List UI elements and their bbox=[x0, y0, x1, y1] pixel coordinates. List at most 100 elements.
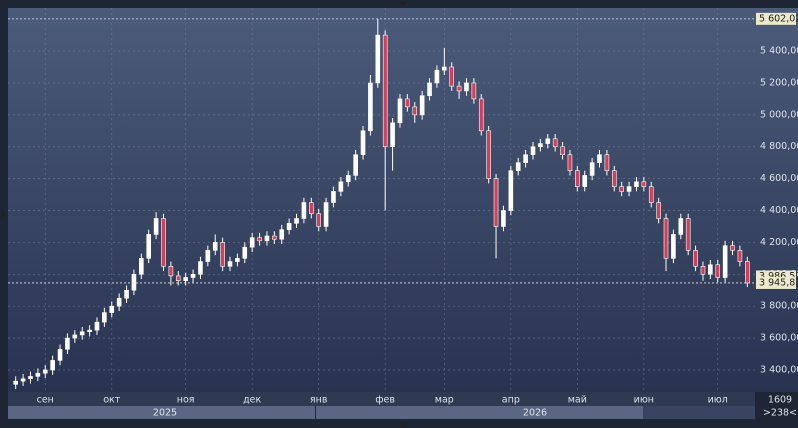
candle-body bbox=[331, 191, 336, 203]
y-tick-label: 3 800,00 bbox=[760, 301, 798, 312]
candle-body bbox=[257, 237, 262, 242]
candle-body bbox=[279, 229, 285, 240]
candle-body bbox=[353, 154, 358, 176]
candle-body bbox=[168, 266, 174, 277]
year-band bbox=[316, 406, 643, 419]
x-tick-label: апр bbox=[502, 395, 520, 406]
candle-body bbox=[715, 264, 721, 278]
candle-body bbox=[700, 266, 706, 275]
price-axis bbox=[755, 8, 798, 392]
candle-body bbox=[131, 274, 137, 291]
candle-body bbox=[412, 106, 418, 116]
x-tick-label: май bbox=[568, 395, 587, 406]
candle-body bbox=[501, 210, 506, 227]
candle-body bbox=[405, 98, 410, 108]
candle-body bbox=[205, 250, 211, 262]
y-tick-label: 5 000,00 bbox=[760, 109, 798, 120]
candle-body bbox=[161, 218, 166, 267]
candle-body bbox=[634, 181, 639, 187]
price-tag bbox=[756, 12, 796, 25]
candle-body bbox=[545, 138, 551, 144]
y-tick-label: 5 200,00 bbox=[760, 77, 798, 88]
candle-body bbox=[493, 178, 499, 227]
candle-body bbox=[35, 372, 41, 377]
x-tick-label: июл bbox=[708, 395, 728, 406]
candle-body bbox=[626, 186, 632, 192]
candle-body bbox=[50, 360, 55, 371]
candle-body bbox=[57, 348, 63, 361]
candle-body bbox=[456, 85, 462, 92]
candle-body bbox=[442, 66, 447, 71]
handle[interactable] bbox=[398, 1, 408, 6]
candle-body bbox=[28, 376, 33, 380]
year-label: 2026 bbox=[523, 408, 547, 419]
candle-body bbox=[94, 321, 100, 331]
candle-body bbox=[13, 380, 18, 385]
candle-body bbox=[582, 175, 588, 187]
candle-body bbox=[139, 258, 144, 275]
candle-body bbox=[316, 213, 321, 227]
candle-body bbox=[737, 250, 743, 262]
y-tick-label: 4 800,00 bbox=[760, 141, 798, 152]
candle-body bbox=[146, 234, 152, 259]
candle-body bbox=[427, 82, 432, 97]
candle-body bbox=[708, 264, 713, 275]
candle-body bbox=[589, 162, 595, 176]
candle-body bbox=[175, 275, 181, 281]
candle-body bbox=[434, 69, 440, 84]
handle[interactable] bbox=[1, 209, 6, 219]
price-label: 3 945,83 bbox=[759, 277, 798, 288]
candle-body bbox=[397, 98, 403, 124]
candle-body bbox=[722, 245, 728, 278]
candle-body bbox=[538, 143, 543, 148]
candle-body bbox=[449, 66, 455, 87]
candle-body bbox=[382, 34, 388, 148]
corner-label: 1609 bbox=[768, 395, 792, 406]
x-tick-label: июн bbox=[634, 395, 654, 406]
candle-body bbox=[116, 297, 122, 307]
x-tick-label: янв bbox=[310, 395, 328, 406]
x-tick-label: сен bbox=[37, 395, 54, 406]
candle-body bbox=[198, 261, 203, 275]
price-label: 3 986,51 bbox=[759, 271, 798, 282]
candle-body bbox=[338, 181, 344, 192]
candle-body bbox=[604, 154, 610, 171]
x-tick-label: фев bbox=[375, 395, 395, 406]
candle-body bbox=[678, 218, 684, 235]
candle-body bbox=[72, 334, 78, 339]
candle-body bbox=[419, 95, 425, 116]
candle-body bbox=[656, 202, 661, 219]
candle-body bbox=[730, 245, 735, 251]
candle-body bbox=[611, 170, 617, 187]
candle-body bbox=[220, 242, 225, 267]
candle-body bbox=[264, 235, 270, 242]
price-tag bbox=[756, 276, 796, 289]
candle-body bbox=[375, 34, 381, 84]
y-tick-label: 4 200,00 bbox=[760, 237, 798, 248]
candle-body bbox=[65, 337, 70, 350]
handle[interactable] bbox=[398, 422, 408, 427]
candle-body bbox=[153, 218, 159, 235]
candle-body bbox=[42, 369, 48, 374]
candle-body bbox=[227, 261, 233, 267]
y-tick-label: 4 400,00 bbox=[760, 205, 798, 216]
candle-body bbox=[663, 218, 669, 259]
candle-body bbox=[693, 250, 698, 267]
candle-body bbox=[745, 261, 750, 284]
y-tick-label: 4 600,00 bbox=[760, 173, 798, 184]
candle-body bbox=[272, 235, 277, 240]
candle-body bbox=[190, 274, 196, 278]
candle-body bbox=[390, 122, 395, 148]
candle-body bbox=[323, 202, 329, 227]
candle-body bbox=[575, 170, 580, 187]
candle-body bbox=[619, 186, 624, 192]
x-tick-label: окт bbox=[103, 395, 121, 406]
candle-body bbox=[478, 98, 484, 132]
candle-body bbox=[486, 130, 491, 179]
candle-body bbox=[597, 154, 602, 163]
corner-label: >238< bbox=[763, 408, 797, 419]
candle-body bbox=[124, 289, 129, 299]
candle-body bbox=[671, 234, 676, 259]
candle-body bbox=[523, 154, 528, 163]
